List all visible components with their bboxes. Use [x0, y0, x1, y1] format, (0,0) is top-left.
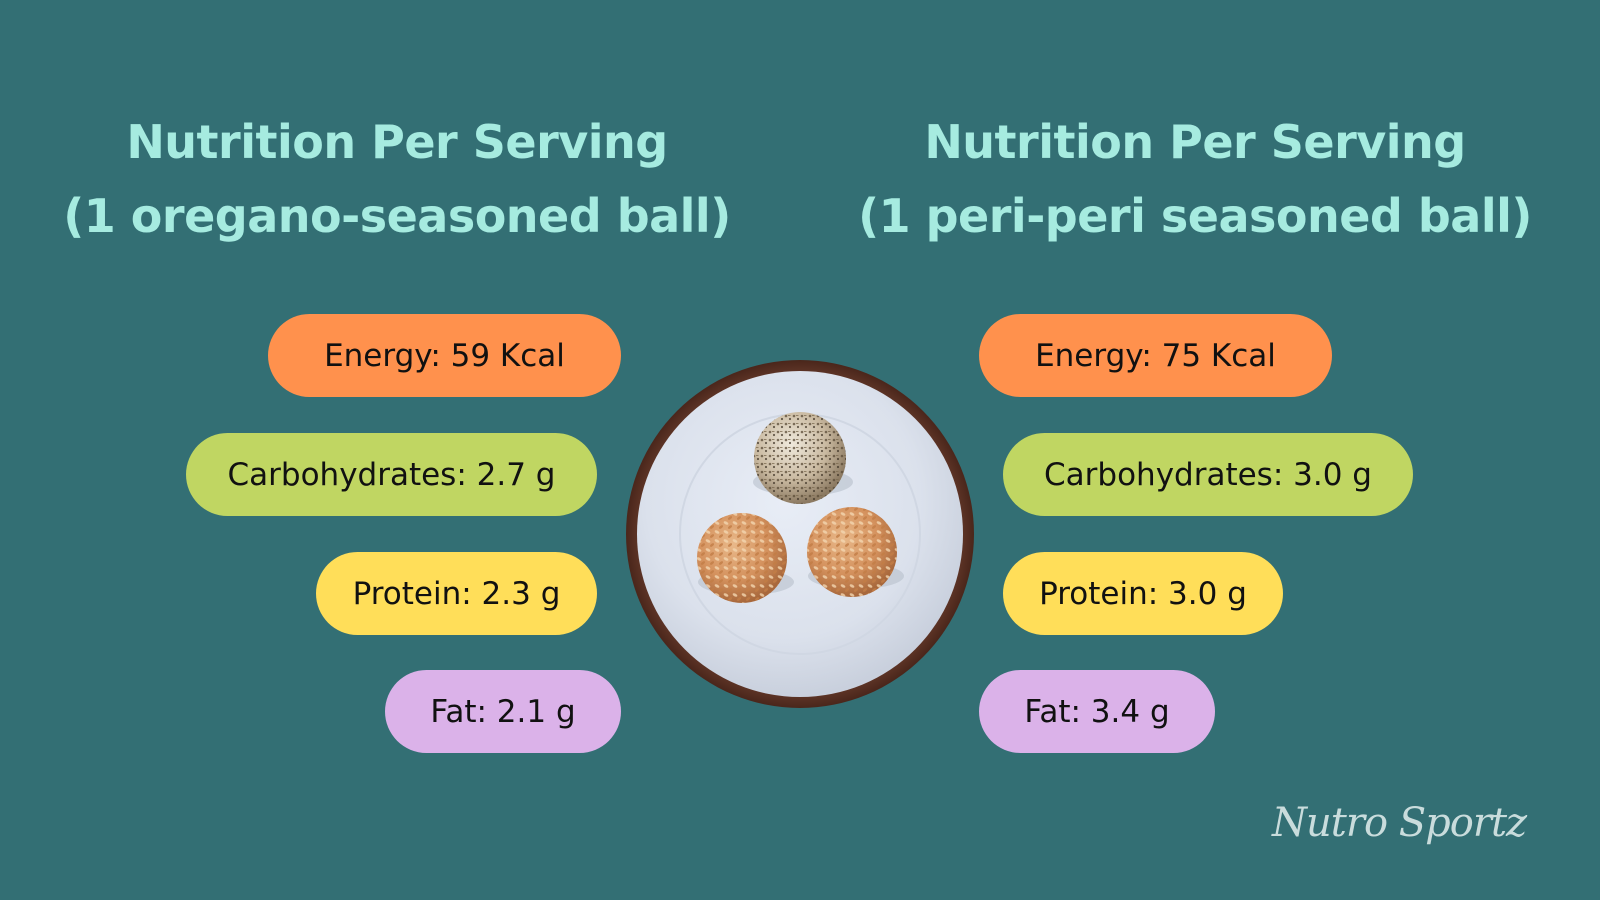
right-fat-pill: Fat: 3.4 g [979, 670, 1215, 753]
plate-photo [626, 360, 974, 708]
left-title: Nutrition Per Serving (1 oregano-seasone… [47, 105, 747, 253]
right-title-line1: Nutrition Per Serving [924, 115, 1466, 169]
brand-watermark: Nutro Sportz [1272, 800, 1527, 846]
left-carbs-pill: Carbohydrates: 2.7 g [186, 433, 597, 516]
right-title: Nutrition Per Serving (1 peri-peri seaso… [845, 105, 1545, 253]
left-title-line1: Nutrition Per Serving [126, 115, 668, 169]
left-protein-pill: Protein: 2.3 g [316, 552, 597, 635]
left-energy-pill: Energy: 59 Kcal [268, 314, 621, 397]
right-carbs-pill: Carbohydrates: 3.0 g [1003, 433, 1413, 516]
right-title-line2: (1 peri-peri seasoned ball) [858, 189, 1532, 243]
right-protein-pill: Protein: 3.0 g [1003, 552, 1283, 635]
right-energy-pill: Energy: 75 Kcal [979, 314, 1332, 397]
left-fat-pill: Fat: 2.1 g [385, 670, 621, 753]
left-title-line2: (1 oregano-seasoned ball) [63, 189, 731, 243]
